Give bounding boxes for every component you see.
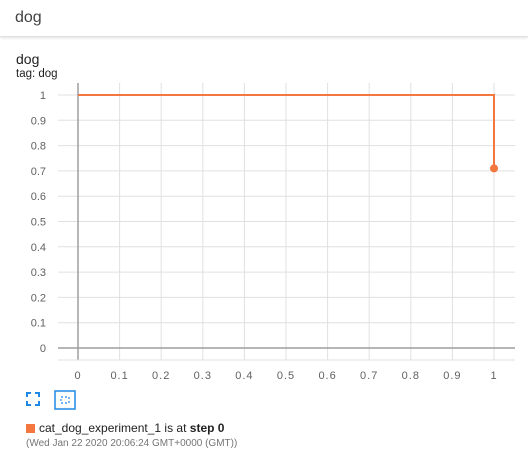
- y-tick-label: 0.3: [31, 267, 46, 279]
- run-color-swatch: [26, 423, 35, 433]
- run-status-middle: is at: [161, 421, 190, 435]
- x-tick-label: 0.1: [110, 370, 128, 382]
- x-tick-label: 0.6: [318, 370, 336, 382]
- series-line: [78, 94, 495, 169]
- x-tick-label: 0: [74, 370, 81, 382]
- y-tick-label: 0: [40, 343, 46, 355]
- run-name: cat_dog_experiment_1: [39, 421, 162, 435]
- card-title: dog: [16, 51, 40, 67]
- fit-domain-icon: [54, 390, 76, 410]
- x-tick-label: 0.4: [235, 370, 253, 382]
- y-tick-label: 0.5: [31, 217, 46, 229]
- expand-icon: [26, 392, 40, 406]
- expand-button[interactable]: [24, 390, 42, 408]
- header-bar: dog: [0, 0, 528, 37]
- card-tag: tag: dog: [16, 68, 58, 80]
- y-tick-label: 0.2: [31, 292, 46, 304]
- line-chart[interactable]: 0 0.1 0.2 0.3 0.4 0.5 0.6 0.7 0.8 0.9 1 0 0.1 0.2 0.3 0…: [0, 78, 528, 388]
- y-tick-label: 0.4: [31, 242, 46, 254]
- run-status: cat_dog_experiment_1 is at step 0: [26, 421, 224, 435]
- y-tick-label: 0.6: [31, 191, 46, 203]
- y-tick-label: 1: [40, 90, 46, 102]
- y-tick-label: 0.8: [31, 141, 46, 153]
- y-tick-label: 0.7: [31, 166, 46, 178]
- series-last-point: [490, 164, 498, 173]
- x-tick-label: 0.8: [402, 370, 420, 382]
- x-tick-label: 0.7: [360, 370, 378, 382]
- x-tick-label: 1: [490, 370, 497, 382]
- x-tick-label: 0.3: [194, 370, 212, 382]
- header-title: dog: [15, 9, 42, 26]
- x-tick-label: 0.5: [277, 370, 295, 382]
- y-tick-label: 0.9: [31, 115, 46, 127]
- run-timestamp: (Wed Jan 22 2020 20:06:24 GMT+0000 (GMT)…: [26, 438, 238, 449]
- fit-domain-button[interactable]: [54, 390, 76, 410]
- y-tick-label: 0.1: [31, 318, 46, 330]
- x-tick-label: 0.2: [152, 370, 170, 382]
- x-tick-label: 0.9: [443, 370, 461, 382]
- run-step: step 0: [189, 421, 225, 435]
